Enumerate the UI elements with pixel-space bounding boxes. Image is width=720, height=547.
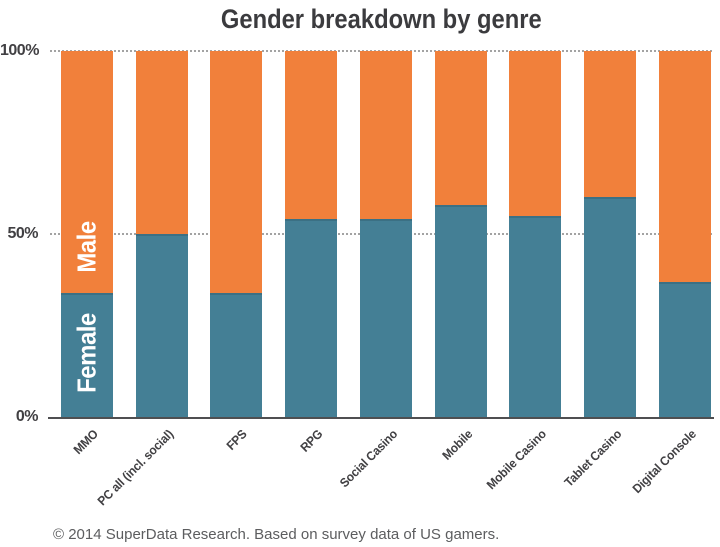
bar-segment-female (285, 219, 337, 417)
bar-segment-male (435, 51, 487, 205)
bar-segment-male (659, 51, 711, 282)
y-tick-label-0: 0% (15, 408, 39, 425)
y-tick-label-50: 50% (7, 225, 38, 242)
bar-segment-male (360, 51, 412, 220)
footer-credit: © 2014 SuperData Research. Based on surv… (53, 526, 500, 543)
bar-segment-male (285, 51, 337, 220)
bar-segment-female (210, 292, 262, 417)
bar-mobile (435, 51, 487, 417)
bar-segment-female (659, 281, 711, 417)
bar-segment-female (61, 292, 113, 417)
bar-mmo (61, 51, 113, 417)
chart-title-row: Gender breakdown by genre (50, 4, 712, 35)
bar-segment-male (509, 51, 561, 216)
bar-social-casino (360, 51, 412, 417)
bar-fps (210, 51, 262, 417)
bar-digital-console (659, 51, 711, 417)
bar-segment-male (136, 51, 188, 234)
bar-mobile-casino (509, 51, 561, 417)
y-tick-label-100: 100% (0, 42, 39, 59)
bar-pc-all-incl-social (136, 51, 188, 417)
x-axis-line (48, 417, 714, 419)
chart-title: Gender breakdown by genre (220, 4, 542, 34)
bar-segment-female (584, 197, 636, 417)
bar-segment-male (210, 51, 262, 293)
bar-segment-male (584, 51, 636, 198)
bar-segment-female (360, 219, 412, 417)
bar-segment-female (509, 215, 561, 417)
series-label-female: Female (71, 313, 102, 393)
bar-rpg (285, 51, 337, 417)
x-tick-label: Digital Console (459, 425, 699, 496)
series-label-male: Male (71, 221, 102, 273)
bar-segment-female (136, 234, 188, 417)
x-tick-label-text: Digital Console (629, 427, 699, 497)
bar-segment-male (61, 51, 113, 293)
bar-tablet-casino (584, 51, 636, 417)
bar-segment-female (435, 204, 487, 417)
